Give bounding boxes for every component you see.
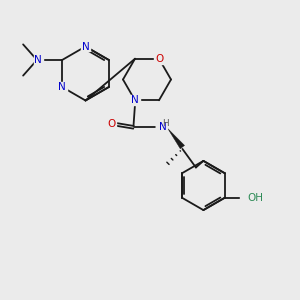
Text: O: O	[107, 119, 116, 129]
Bar	[240, 194, 256, 202]
Text: H: H	[163, 119, 169, 128]
Text: N: N	[34, 55, 42, 65]
Bar	[156, 123, 167, 131]
Bar	[34, 56, 43, 64]
Bar	[154, 54, 164, 64]
Bar	[57, 82, 67, 92]
Text: N: N	[82, 41, 89, 52]
Text: N: N	[159, 122, 167, 132]
Polygon shape	[168, 128, 184, 149]
Text: OH: OH	[248, 193, 264, 203]
Text: N: N	[131, 95, 139, 105]
Text: N: N	[58, 82, 66, 92]
Text: O: O	[155, 54, 163, 64]
Bar	[81, 42, 90, 51]
Bar	[130, 95, 140, 105]
Bar	[107, 120, 116, 128]
